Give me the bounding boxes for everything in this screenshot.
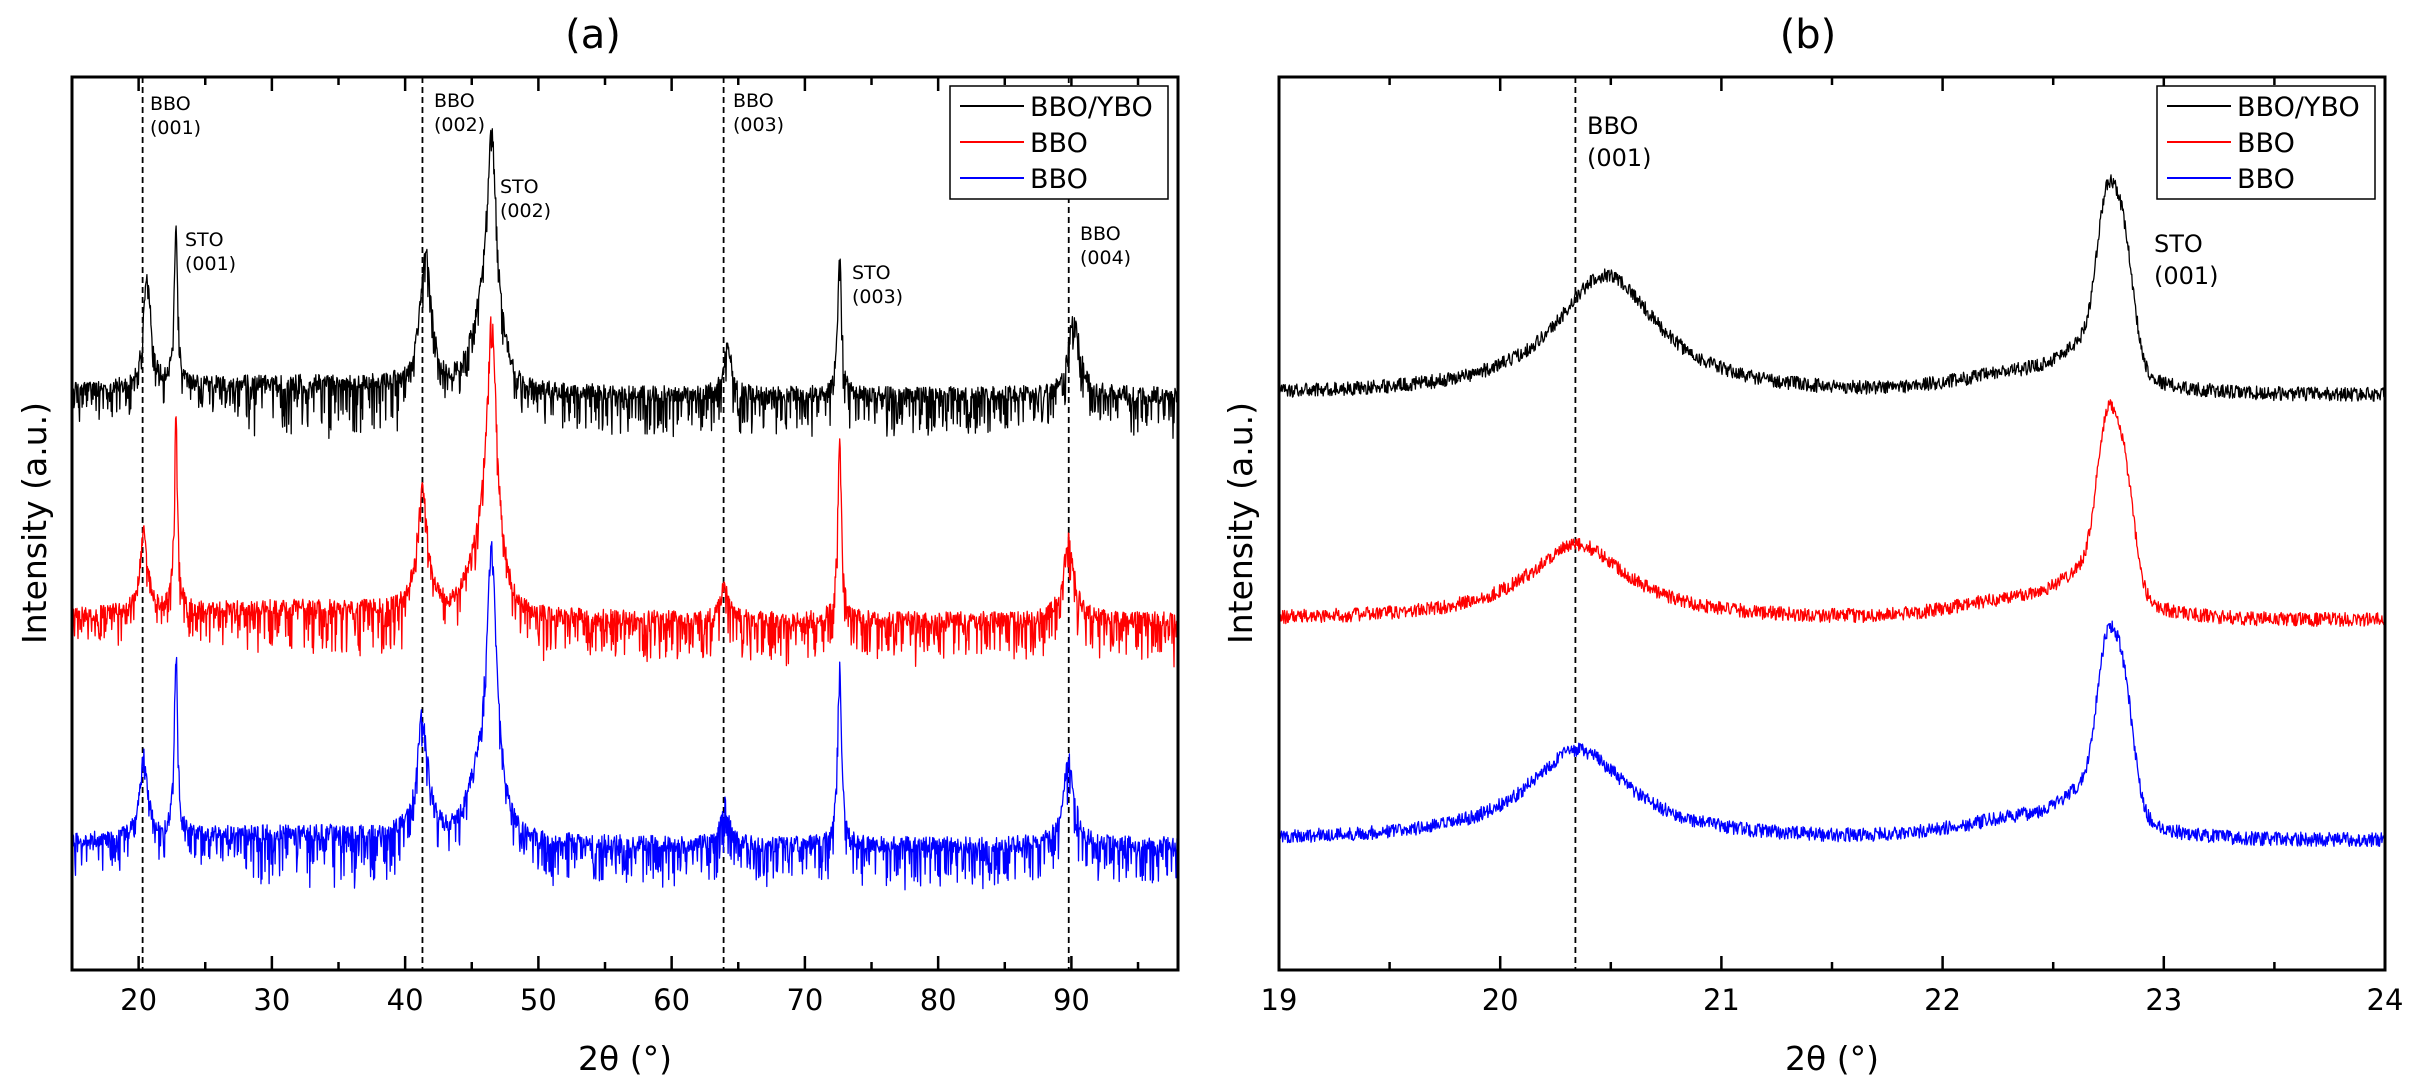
panel-b-series-1 (1278, 399, 2386, 628)
legend-a-label-1: BBO (1030, 128, 1088, 159)
panel-a-tick-label-80: 80 (920, 983, 957, 1017)
panel-b: (b) 19 20 21 22 23 24 2θ (°) Intensity (a.u.)… (1221, 12, 2403, 1078)
annotation-a-bbo002: BBO (002) (434, 90, 485, 136)
annotation-b-bbo001-l1: BBO (1587, 112, 1638, 140)
annotation-a-sto003-l1: STO (852, 262, 891, 284)
annotation-a-bbo002-l1: BBO (434, 90, 475, 112)
panel-b-tick-label-24: 24 (2367, 983, 2404, 1017)
annotation-a-bbo001-l2: (001) (150, 117, 201, 139)
panel-b-tick-label-20: 20 (1482, 983, 1519, 1017)
legend-b-label-1: BBO (2237, 128, 2295, 159)
panel-a-tick-label-40: 40 (387, 983, 424, 1017)
annotation-a-bbo004-l2: (004) (1080, 247, 1131, 269)
annotation-b-sto001-l1: STO (2154, 230, 2203, 258)
panel-b-series-2 (1278, 620, 2386, 847)
annotation-b-bbo001: BBO (001) (1587, 112, 1652, 172)
panel-a-series-2 (71, 541, 1179, 891)
panel-b-x-axis-label: 2θ (°) (1785, 1039, 1879, 1078)
annotation-a-bbo003-l1: BBO (733, 90, 774, 112)
panel-a-annotations: BBO (001) STO (001) BBO (002) STO (002) BBO(… (150, 90, 1131, 308)
annotation-a-sto001: STO (001) (185, 229, 236, 275)
panel-a-y-axis-label: Intensity (a.u.) (15, 402, 54, 644)
panel-a-tick-label-20: 20 (120, 983, 157, 1017)
panel-a-x-axis: 20 30 40 50 60 70 80 90 (70, 77, 1140, 1017)
panel-a-tick-label-70: 70 (786, 983, 823, 1017)
annotation-a-bbo003-l2: (003) (733, 114, 784, 136)
panel-b-y-axis-label: Intensity (a.u.) (1221, 402, 1260, 644)
panel-a-title: (a) (565, 12, 621, 58)
annotation-a-sto002-l2: (002) (500, 200, 551, 222)
panel-b-tick-label-22: 22 (1924, 983, 1961, 1017)
panel-b-legend: BBO/YBO BBO BBO (2156, 85, 2376, 200)
panel-b-tick-label-19: 19 (1261, 983, 1298, 1017)
panel-a: (a) 20 30 40 50 60 70 80 90 2θ (°) Intensity (a… (15, 12, 1180, 1078)
panel-a-legend: BBO/YBO BBO BBO (949, 85, 1169, 200)
panel-a-tick-label-30: 30 (253, 983, 290, 1017)
legend-b-label-2: BBO (2237, 164, 2295, 195)
annotation-a-sto002-l1: STO (500, 176, 539, 198)
panel-a-plot-frame (70, 75, 1180, 972)
annotation-a-bbo001-l1: BBO (150, 93, 191, 115)
annotation-b-sto001: STO (001) (2154, 230, 2219, 290)
annotation-b-sto001-l2: (001) (2154, 262, 2219, 290)
panel-a-series-1 (71, 316, 1179, 668)
panel-a-x-axis-label: 2θ (°) (578, 1039, 672, 1078)
legend-b-label-0: BBO/YBO (2237, 92, 2360, 123)
panel-a-tick-label-90: 90 (1053, 983, 1090, 1017)
panel-b-tick-label-23: 23 (2145, 983, 2182, 1017)
legend-a-label-0: BBO/YBO (1030, 92, 1153, 123)
panel-b-tick-label-21: 21 (1703, 983, 1740, 1017)
panel-b-title: (b) (1780, 12, 1837, 58)
annotation-a-sto003-l2: (003) (852, 286, 903, 308)
panel-b-series-0 (1278, 174, 2386, 402)
panel-a-tick-label-50: 50 (520, 983, 557, 1017)
annotation-a-bbo004-l1: BBO (1080, 223, 1121, 245)
annotation-a-bbo001: BBO (001) (150, 93, 201, 139)
annotation-a-sto002: STO (002) (500, 176, 551, 222)
panel-b-x-axis: 19 20 21 22 23 24 (1261, 77, 2404, 1017)
legend-a-label-2: BBO (1030, 164, 1088, 195)
annotation-a-bbo003: BBO (003) (733, 90, 784, 136)
annotation-b-bbo001-l2: (001) (1587, 144, 1652, 172)
annotation-a-sto001-l1: STO (185, 229, 224, 251)
panel-a-traces (71, 128, 1179, 891)
annotation-a-sto003: STO (003) (852, 262, 903, 308)
annotation-a-bbo002-l2: (002) (434, 114, 485, 136)
panel-b-traces (1278, 174, 2386, 847)
panel-a-tick-label-60: 60 (653, 983, 690, 1017)
annotation-a-sto001-l2: (001) (185, 253, 236, 275)
panel-b-annotations: BBO (001) STO (001) (1587, 112, 2219, 290)
panel-a-series-0 (71, 128, 1179, 440)
annotation-a-bbo004: BBO (004) (1080, 223, 1131, 269)
